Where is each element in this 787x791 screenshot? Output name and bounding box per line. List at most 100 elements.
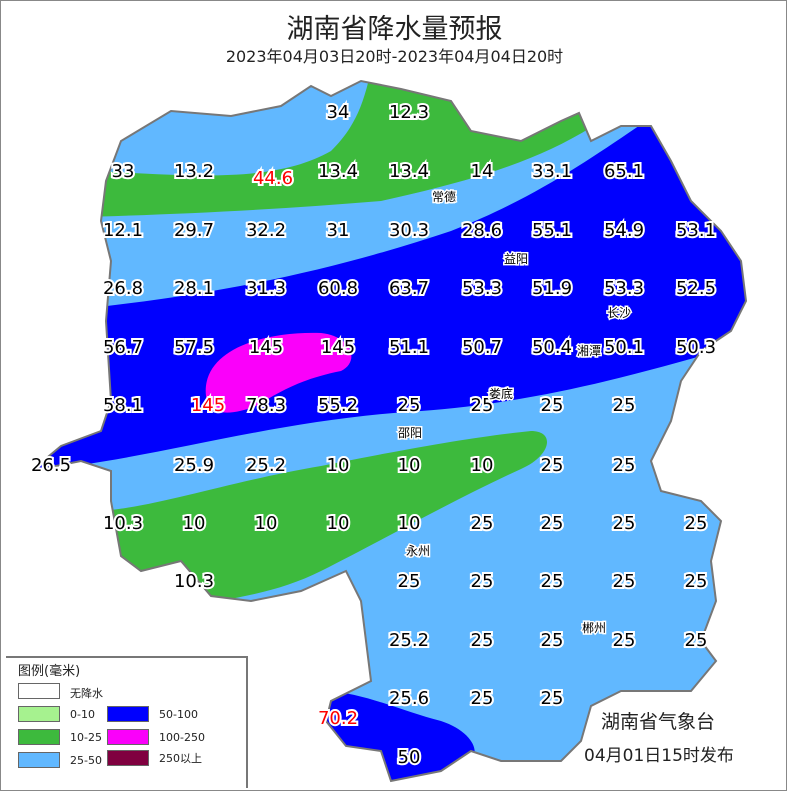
rainfall-value: 13.4 (318, 161, 358, 182)
rainfall-value: 10 (398, 513, 421, 534)
rainfall-value: 50.1 (604, 337, 644, 358)
map-title: 湖南省降水量预报 (286, 14, 503, 45)
city-label: 郴州 (582, 621, 606, 635)
rainfall-value: 25 (541, 630, 564, 651)
legend-label: 50-100 (159, 708, 198, 721)
rainfall-value: 25.2 (389, 630, 429, 651)
rainfall-value: 10 (471, 455, 494, 476)
rainfall-value: 25 (541, 455, 564, 476)
rainfall-value: 32.2 (246, 220, 286, 241)
legend-swatch-10-25 (18, 729, 60, 745)
rainfall-value: 50.4 (532, 337, 572, 358)
rainfall-value: 25 (613, 455, 636, 476)
rainfall-value: 29.7 (174, 220, 214, 241)
legend-label: 0-10 (70, 708, 95, 721)
rainfall-value: 31.3 (246, 278, 286, 299)
agency-label: 湖南省气象台 (601, 711, 716, 733)
band-10-25-south (101, 431, 548, 621)
rainfall-value: 25.9 (174, 455, 214, 476)
rainfall-value: 25 (398, 571, 421, 592)
rainfall-value: 13.2 (174, 161, 214, 182)
rainfall-value: 25 (613, 513, 636, 534)
rainfall-value: 25 (471, 571, 494, 592)
rainfall-value: 12.3 (389, 102, 429, 123)
city-label: 湘潭 (577, 343, 601, 358)
city-label: 长沙 (607, 306, 631, 320)
legend-swatch-100-250 (107, 729, 149, 745)
rainfall-value: 10 (183, 513, 206, 534)
rainfall-value: 25 (541, 688, 564, 709)
legend-swatch-none (18, 683, 60, 699)
rainfall-value: 10 (327, 513, 350, 534)
rainfall-value: 53.3 (604, 278, 644, 299)
rainfall-value: 10.3 (174, 571, 214, 592)
rainfall-value: 60.8 (318, 278, 358, 299)
rainfall-value: 25 (471, 688, 494, 709)
legend-swatch-25-50 (18, 752, 60, 768)
rainfall-value: 145 (321, 337, 355, 358)
legend-swatch-250-plus (107, 750, 149, 766)
city-label: 益阳 (504, 252, 528, 266)
rainfall-value: 13.4 (389, 161, 429, 182)
rainfall-value: 10 (327, 455, 350, 476)
rainfall-value: 25 (398, 395, 421, 416)
rainfall-value: 70.2 (318, 708, 358, 729)
rainfall-value: 44.6 (253, 168, 293, 189)
rainfall-value: 55.2 (318, 395, 358, 416)
rainfall-value: 25 (613, 571, 636, 592)
rainfall-value: 25 (471, 395, 494, 416)
rainfall-value: 51.1 (389, 337, 429, 358)
band-10-25-north (31, 81, 601, 219)
city-label: 常德 (432, 189, 456, 204)
map-subtitle: 2023年04月03日20时-2023年04月04日20时 (225, 47, 564, 66)
city-label: 邵阳 (398, 426, 422, 440)
legend-title: 图例(毫米) (18, 664, 81, 679)
value-labels: 34 12.3 33 13.2 44.6 13.4 13.4 14 33.1 65.1 12.1 29… (29, 100, 718, 770)
rainfall-value: 63.7 (389, 278, 429, 299)
rainfall-value: 53.1 (676, 220, 716, 241)
rainfall-value: 25 (541, 395, 564, 416)
rainfall-value: 65.1 (604, 161, 644, 182)
rainfall-value: 52.5 (676, 278, 716, 299)
rainfall-value: 50.7 (462, 337, 502, 358)
rainfall-value: 58.1 (103, 395, 143, 416)
rainfall-value: 25 (685, 630, 708, 651)
rainfall-value: 25 (541, 571, 564, 592)
rainfall-value: 10 (255, 513, 278, 534)
rainfall-value: 51.9 (532, 278, 572, 299)
rainfall-value: 25 (685, 513, 708, 534)
rainfall-value: 34 (327, 102, 350, 123)
legend-swatch-50-100 (107, 706, 149, 722)
city-label: 永州 (406, 544, 430, 558)
rainfall-value: 55.1 (532, 220, 572, 241)
legend-swatch-0-10 (18, 706, 60, 722)
legend-label: 无降水 (70, 687, 103, 700)
rainfall-value: 145 (191, 395, 225, 416)
rainfall-value: 33 (112, 161, 135, 182)
rainfall-value: 33.1 (532, 161, 572, 182)
rainfall-value: 25 (685, 571, 708, 592)
rainfall-value: 145 (249, 337, 283, 358)
rainfall-value: 57.5 (174, 337, 214, 358)
rainfall-value: 25.6 (389, 688, 429, 709)
rainfall-value: 53.3 (462, 278, 502, 299)
rainfall-value: 28.1 (174, 278, 214, 299)
rainfall-value: 25 (613, 630, 636, 651)
rainfall-value: 25 (541, 513, 564, 534)
rainfall-value: 10 (398, 455, 421, 476)
legend-label: 250以上 (159, 752, 202, 765)
rainfall-value: 26.8 (103, 278, 143, 299)
rainfall-value: 10.3 (103, 513, 143, 534)
rainfall-value: 28.6 (462, 220, 502, 241)
issue-time: 04月01日15时发布 (584, 746, 734, 766)
rainfall-value: 25 (613, 395, 636, 416)
legend: 图例(毫米) 无降水 0-10 10-25 25-50 50-100 100-2… (6, 656, 248, 788)
rainfall-value: 56.7 (103, 337, 143, 358)
rainfall-value: 50 (398, 747, 421, 768)
legend-label: 10-25 (70, 731, 102, 744)
band-100-250 (205, 332, 352, 413)
rainfall-value: 14 (471, 161, 494, 182)
